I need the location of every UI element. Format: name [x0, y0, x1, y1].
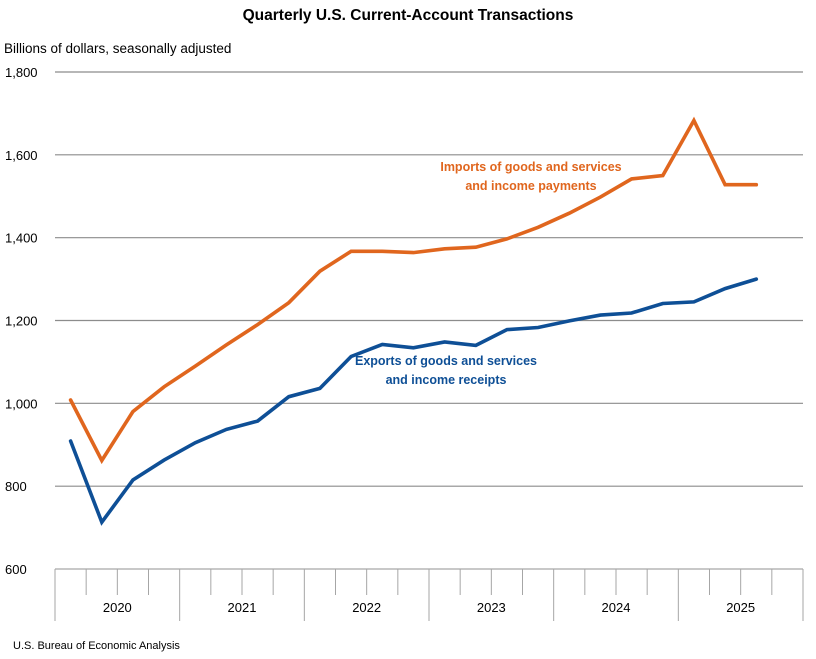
- gridlines: [55, 71, 803, 487]
- source-note: U.S. Bureau of Economic Analysis: [13, 640, 180, 652]
- x-tick-label: 2023: [477, 600, 506, 615]
- chart-title: Quarterly U.S. Current-Account Transacti…: [242, 7, 574, 24]
- y-tick-label: 600: [5, 562, 27, 577]
- imports-annotation: Imports of goods and services: [440, 160, 621, 174]
- y-tick-label: 800: [5, 479, 27, 494]
- y-tick-label: 1,400: [5, 231, 38, 246]
- x-tick-label: 2020: [103, 600, 132, 615]
- imports-line: [68, 116, 759, 465]
- x-tick-label: 2022: [352, 600, 381, 615]
- exports-annotation: Exports of goods and services: [355, 354, 537, 368]
- x-tick-label: 2024: [602, 600, 631, 615]
- y-tick-label: 1,800: [5, 65, 38, 80]
- series-annotations: Imports of goods and services and income …: [355, 160, 622, 387]
- exports-annotation: and income receipts: [386, 373, 507, 387]
- series-lines: [68, 116, 759, 526]
- y-axis-label: Billions of dollars, seasonally adjusted: [4, 41, 232, 56]
- imports-annotation: and income payments: [465, 179, 596, 193]
- y-tick-label: 1,600: [5, 148, 38, 163]
- x-axis: 2020 2021 2022 2023 2024 2025: [54, 568, 804, 621]
- x-tick-label: 2025: [726, 600, 755, 615]
- y-tick-label: 1,000: [5, 396, 38, 411]
- x-tick-label: 2021: [228, 600, 257, 615]
- y-tick-label: 1,200: [5, 314, 38, 329]
- y-axis-ticks: 600 800 1,000 1,200 1,400 1,600 1,800: [5, 65, 38, 577]
